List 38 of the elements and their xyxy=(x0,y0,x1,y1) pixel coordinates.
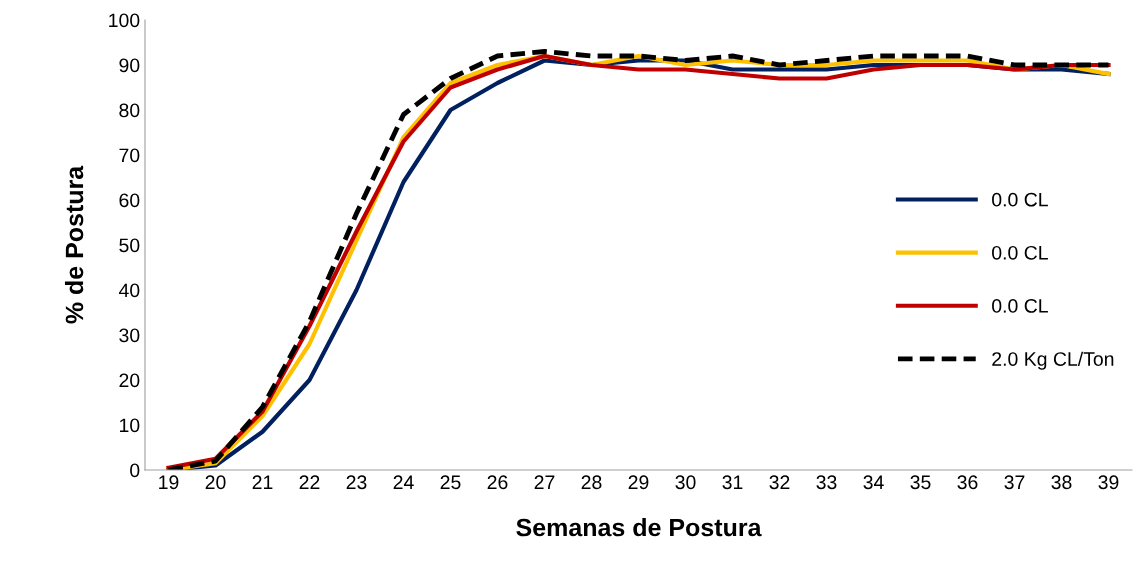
y-axis-title: % de Postura xyxy=(64,165,84,324)
x-axis-title: Semanas de Postura xyxy=(516,517,762,537)
y-tick-label: 70 xyxy=(119,148,140,163)
legend-label: 2.0 Kg CL/Ton xyxy=(992,351,1114,370)
x-tick-label: 37 xyxy=(1004,475,1025,490)
y-tick-label: 100 xyxy=(109,13,140,28)
x-tick-label: 28 xyxy=(581,475,602,490)
x-tick-label: 21 xyxy=(252,475,273,489)
x-tick-label: 32 xyxy=(769,475,790,490)
x-tick-label: 29 xyxy=(628,475,649,490)
legend-label: 0.0 CL xyxy=(992,192,1048,207)
x-tick-label: 22 xyxy=(299,475,320,489)
y-tick-label: 10 xyxy=(120,418,140,433)
x-tick-label: 36 xyxy=(957,475,978,490)
x-tick-label: 27 xyxy=(534,475,555,489)
x-tick-label: 20 xyxy=(205,475,226,490)
x-tick-label: 35 xyxy=(910,475,931,490)
y-tick-label: 60 xyxy=(119,193,140,208)
x-tick-label: 31 xyxy=(722,475,743,490)
legend-label: 0.0 CL xyxy=(992,299,1048,313)
x-tick-label: 38 xyxy=(1051,475,1072,490)
y-tick-label: 40 xyxy=(118,283,140,298)
x-tick-label: 33 xyxy=(816,475,837,490)
y-tick-label: 80 xyxy=(119,103,140,118)
x-tick-label: 39 xyxy=(1098,475,1119,490)
legend-label: 0.0 CL xyxy=(992,245,1048,260)
x-tick-label: 23 xyxy=(346,475,367,490)
y-tick-label: 30 xyxy=(119,328,140,343)
x-tick-label: 24 xyxy=(393,475,414,489)
x-tick-label: 34 xyxy=(863,475,884,490)
y-tick-label: 0 xyxy=(130,463,140,478)
x-tick-label: 30 xyxy=(675,475,696,490)
y-tick-label: 20 xyxy=(119,373,140,388)
x-tick-label: 19 xyxy=(159,475,179,490)
x-tick-label: 26 xyxy=(487,475,508,490)
y-tick-label: 90 xyxy=(119,58,140,73)
y-tick-label: 50 xyxy=(119,238,140,253)
x-tick-label: 25 xyxy=(440,475,461,490)
